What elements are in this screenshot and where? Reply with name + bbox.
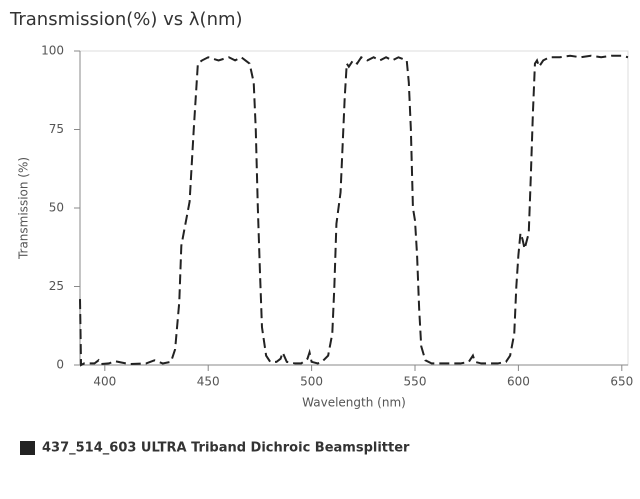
x-tick-label: 550 xyxy=(404,375,427,389)
legend-label: 437_514_603 ULTRA Triband Dichroic Beams… xyxy=(42,441,410,456)
x-axis-label: Wavelength (nm) xyxy=(302,396,406,410)
chart-title: Transmission(%) vs λ(nm) xyxy=(9,9,243,30)
y-tick-label: 0 xyxy=(56,358,64,372)
y-tick-label: 75 xyxy=(49,122,64,136)
y-axis-label: Transmission (%) xyxy=(17,157,31,260)
y-tick-label: 25 xyxy=(49,279,64,293)
x-tick-label: 500 xyxy=(300,375,323,389)
x-tick-label: 450 xyxy=(197,375,220,389)
series-line xyxy=(79,54,629,367)
y-tick-label: 50 xyxy=(49,201,64,215)
x-tick-label: 600 xyxy=(507,375,530,389)
x-tick-label: 400 xyxy=(93,375,116,389)
plot-frame xyxy=(79,50,629,366)
legend-swatch xyxy=(20,441,35,455)
x-tick-label: 650 xyxy=(610,375,633,389)
y-tick-label: 100 xyxy=(41,44,64,58)
